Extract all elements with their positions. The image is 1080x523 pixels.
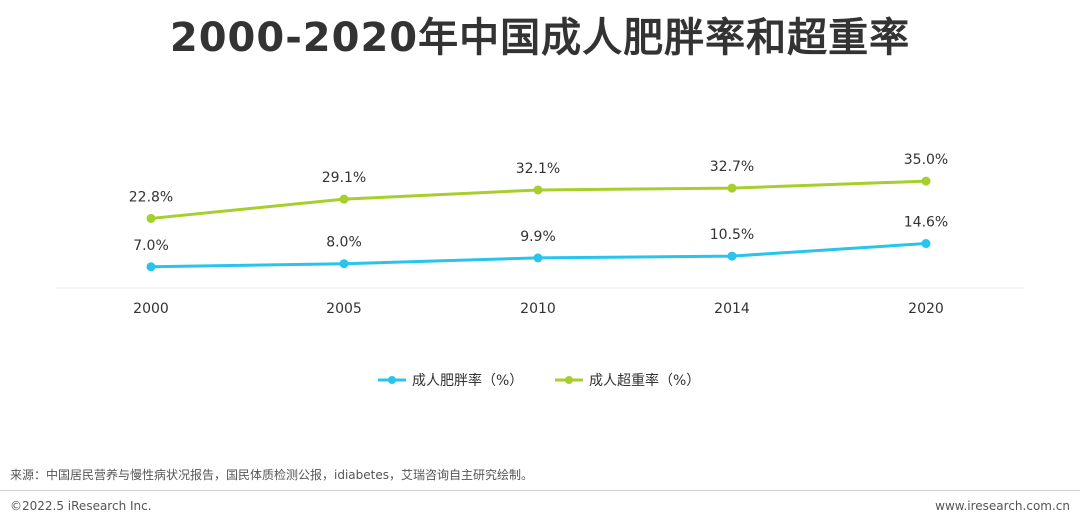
page-title: 2000-2020年中国成人肥胖率和超重率 — [169, 15, 911, 61]
x-tick-label: 2014 — [714, 301, 750, 317]
legend-label: 成人肥胖率（%） — [412, 372, 523, 389]
footer-divider — [0, 490, 1080, 491]
x-tick-label: 2010 — [520, 301, 556, 317]
legend-swatch-marker — [565, 376, 573, 384]
data-point — [727, 251, 737, 261]
copyright-text: ©2022.5 iResearch Inc. — [10, 499, 152, 513]
data-label: 9.9% — [520, 229, 556, 245]
data-label: 29.1% — [322, 170, 366, 186]
data-point — [533, 253, 543, 263]
data-point — [727, 183, 737, 193]
data-point — [339, 259, 349, 269]
source-note: 来源：中国居民营养与慢性病状况报告，国民体质检测公报，idiabetes，艾瑞咨… — [10, 468, 533, 482]
data-point — [921, 239, 931, 249]
data-label: 7.0% — [133, 238, 169, 254]
x-tick-label: 2020 — [908, 301, 944, 317]
data-label: 22.8% — [129, 189, 173, 205]
x-tick-label: 2000 — [133, 301, 169, 317]
data-label: 8.0% — [326, 235, 362, 251]
legend-label: 成人超重率（%） — [589, 372, 700, 389]
data-point — [533, 185, 543, 195]
data-label: 14.6% — [904, 215, 948, 231]
website-link[interactable]: www.iresearch.com.cn — [935, 499, 1070, 513]
x-tick-label: 2005 — [326, 301, 362, 317]
data-point — [921, 176, 931, 186]
data-point — [146, 262, 156, 272]
data-label: 10.5% — [710, 227, 754, 243]
data-label: 35.0% — [904, 152, 948, 168]
data-label: 32.1% — [516, 161, 560, 177]
data-point — [339, 194, 349, 204]
data-label: 32.7% — [710, 159, 754, 175]
legend-swatch-marker — [388, 376, 396, 384]
data-point — [146, 213, 156, 223]
